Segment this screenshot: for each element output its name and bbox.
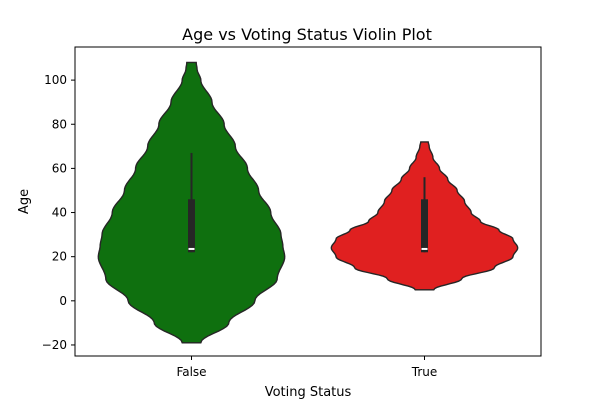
y-axis: −20 0 20 40 60 80 100	[42, 73, 75, 352]
y-tick-label: 40	[52, 206, 67, 220]
y-tick-label: 60	[52, 161, 67, 175]
chart-title: Age vs Voting Status Violin Plot	[182, 25, 432, 44]
y-tick-label: 0	[59, 294, 67, 308]
x-axis-label: Voting Status	[265, 385, 352, 400]
plot-frame	[74, 46, 542, 357]
y-axis-label: Age	[17, 189, 32, 214]
iqr-box-true	[421, 199, 428, 253]
y-tick-label: −20	[42, 338, 67, 352]
x-tick-label: True	[411, 365, 438, 379]
x-tick-label: False	[176, 365, 206, 379]
y-tick-label: 20	[52, 250, 67, 264]
violins-group	[97, 61, 519, 344]
y-tick-label: 100	[44, 73, 67, 87]
iqr-box-false	[188, 199, 195, 253]
y-tick-label: 80	[52, 117, 67, 131]
x-axis: False True	[176, 356, 437, 379]
